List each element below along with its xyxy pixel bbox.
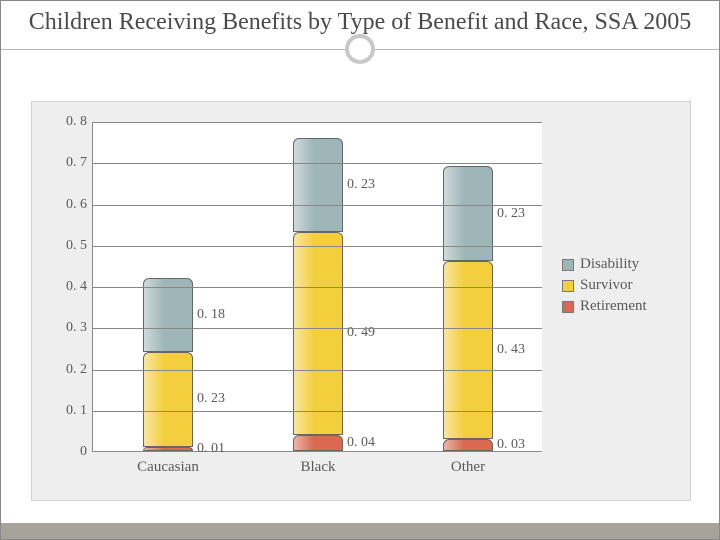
segment-value-label: 0. 23 [347, 177, 375, 193]
bar-column: 0. 040. 490. 23 [293, 121, 343, 451]
bar-segment-retirement [143, 447, 193, 451]
gridline [93, 370, 542, 371]
slide: Children Receiving Benefits by Type of B… [0, 0, 720, 540]
legend-swatch [562, 301, 574, 313]
gridline [93, 411, 542, 412]
decorative-circle-icon [345, 34, 375, 64]
y-tick-label: 0. 5 [66, 238, 87, 254]
bottom-accent-bar [1, 523, 719, 539]
y-tick-label: 0. 2 [66, 362, 87, 378]
bar-column: 0. 010. 230. 18 [143, 121, 193, 451]
y-tick-label: 0. 1 [66, 403, 87, 419]
segment-value-label: 0. 03 [497, 437, 525, 453]
title-region: Children Receiving Benefits by Type of B… [1, 1, 719, 50]
x-tick-label: Caucasian [137, 459, 199, 476]
legend-item: Survivor [562, 277, 647, 294]
segment-value-label: 0. 43 [497, 342, 525, 358]
segment-value-label: 0. 18 [197, 307, 225, 323]
bar-segment-survivor [293, 232, 343, 434]
legend-label: Disability [580, 256, 639, 273]
y-tick-label: 0. 7 [66, 155, 87, 171]
chart-container: 0. 010. 230. 180. 040. 490. 230. 030. 43… [31, 101, 691, 501]
legend-item: Disability [562, 256, 647, 273]
segment-value-label: 0. 01 [197, 441, 225, 457]
x-tick-label: Other [451, 459, 485, 476]
gridline [93, 287, 542, 288]
x-tick-label: Black [301, 459, 336, 476]
legend-label: Retirement [580, 298, 647, 315]
y-tick-label: 0. 8 [66, 114, 87, 130]
bar-segment-survivor [143, 352, 193, 447]
y-tick-label: 0. 3 [66, 320, 87, 336]
plot-area: 0. 010. 230. 180. 040. 490. 230. 030. 43… [92, 122, 542, 452]
bar-segment-disability [143, 278, 193, 352]
y-tick-label: 0. 6 [66, 197, 87, 213]
legend-label: Survivor [580, 277, 633, 294]
gridline [93, 246, 542, 247]
bar-segment-disability [443, 166, 493, 261]
gridline [93, 328, 542, 329]
bar-column: 0. 030. 430. 23 [443, 121, 493, 451]
segment-value-label: 0. 04 [347, 435, 375, 451]
legend-swatch [562, 280, 574, 292]
gridline [93, 163, 542, 164]
legend-item: Retirement [562, 298, 647, 315]
segment-value-label: 0. 23 [197, 391, 225, 407]
gridline [93, 122, 542, 123]
segment-value-label: 0. 23 [497, 206, 525, 222]
y-tick-label: 0 [80, 444, 87, 460]
bar-segment-retirement [443, 439, 493, 451]
bar-segment-disability [293, 138, 343, 233]
legend: Disability Survivor Retirement [562, 252, 647, 319]
y-tick-label: 0. 4 [66, 279, 87, 295]
gridline [93, 205, 542, 206]
bar-segment-retirement [293, 435, 343, 452]
legend-swatch [562, 259, 574, 271]
